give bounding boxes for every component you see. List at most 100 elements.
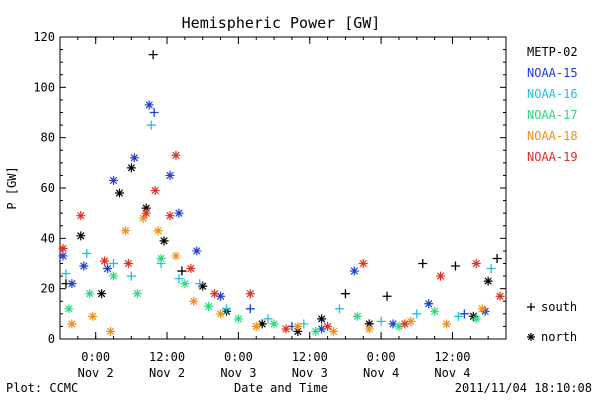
noaa-15-point (174, 208, 184, 218)
metp-02-point (382, 291, 392, 301)
noaa-18-point (329, 326, 339, 336)
x-tick-time: 12:00 (149, 350, 185, 364)
noaa-17-point (471, 314, 481, 324)
noaa-15-point (149, 108, 159, 117)
noaa-15-point (424, 299, 434, 309)
metp-02-point (450, 261, 460, 271)
legend-noaa-17: NOAA-17 (527, 108, 578, 122)
metp-02-point (418, 259, 428, 268)
noaa-18-point (293, 321, 303, 331)
metp-02-point (141, 203, 151, 213)
data-points (58, 50, 505, 336)
noaa-18-point (67, 319, 77, 329)
metp-02-point (177, 266, 187, 276)
noaa-15-point (144, 100, 154, 110)
noaa-17-point (85, 289, 95, 299)
legend-noaa-16: NOAA-16 (527, 87, 578, 101)
noaa-17-point (430, 306, 440, 316)
noaa-16-point (453, 311, 463, 321)
noaa-16-point (146, 120, 156, 130)
metp-02-point (293, 326, 303, 336)
x-tick-time: 0:00 (224, 350, 253, 364)
metp-02-point (317, 314, 327, 324)
noaa-18-point (442, 319, 452, 329)
x-tick-date: Nov 4 (434, 366, 470, 380)
noaa-18-point (120, 226, 130, 236)
plot-credit: Plot: CCMC (6, 381, 78, 395)
noaa-16-point (61, 269, 71, 279)
metp-02-point (257, 319, 267, 329)
x-tick-time: 12:00 (434, 350, 470, 364)
chart-title: Hemispheric Power [GW] (182, 14, 381, 32)
metp-02-point (97, 289, 107, 299)
marker-key-plus-icon (527, 303, 535, 311)
noaa-16-point (109, 259, 119, 268)
noaa-19-point (245, 289, 255, 299)
metp-02-point (483, 276, 493, 286)
noaa-17-point (311, 326, 321, 336)
x-tick-date: Nov 3 (292, 366, 328, 380)
noaa-15-point (79, 261, 89, 271)
metp-02-point (76, 231, 86, 241)
y-axis-ticks: 0 20 40 60 80 100 120 (33, 30, 506, 346)
marker-key-label-north: north (541, 330, 577, 344)
noaa-18-point (153, 226, 163, 236)
x-axis-ticks: 0:00 Nov 2 12:00 Nov 2 0:00 Nov 3 12:00 Nov 3 0:… (59, 37, 507, 380)
y-axis-label: P [GW] (5, 166, 19, 209)
legend-metp-02: METP-02 (527, 45, 578, 59)
noaa-17-point (132, 289, 142, 299)
noaa-17-point (156, 253, 166, 263)
plot-timestamp: 2011/11/04 18:10:08 (455, 381, 592, 395)
noaa-18-point (106, 326, 116, 336)
noaa-19-point (150, 186, 160, 196)
noaa-15-point (317, 324, 327, 334)
noaa-15-point (245, 304, 255, 314)
noaa-16-point (412, 309, 422, 319)
noaa-17-point (352, 311, 362, 321)
noaa-19-point (471, 259, 481, 268)
y-tick-label: 120 (33, 30, 55, 44)
noaa-16-point (126, 271, 136, 281)
noaa-19-point (358, 259, 368, 268)
legend-noaa-18: NOAA-18 (527, 129, 578, 143)
y-tick-label: 60 (41, 181, 55, 195)
noaa-18-point (477, 304, 487, 314)
noaa-15-point (109, 175, 119, 185)
noaa-15-point (129, 153, 139, 163)
noaa-16-point (195, 279, 205, 289)
noaa-18-point (216, 309, 226, 319)
noaa-16-point (222, 304, 232, 314)
metp-02-point (198, 281, 208, 291)
noaa-19-point (100, 256, 110, 266)
noaa-19-point (165, 211, 175, 221)
y-tick-label: 100 (33, 80, 55, 94)
noaa-18-point (251, 321, 261, 331)
noaa-15-point (459, 309, 469, 319)
noaa-17-point (394, 321, 404, 331)
noaa-15-point (58, 251, 68, 261)
x-tick-date: Nov 2 (78, 366, 114, 380)
noaa-19-point (281, 324, 291, 334)
metp-02-point (364, 319, 374, 329)
x-axis-label: Date and Time (234, 381, 328, 395)
y-tick-label: 80 (41, 131, 55, 145)
y-tick-label: 0 (48, 332, 55, 346)
noaa-19-point (186, 264, 196, 274)
noaa-15-point (67, 279, 77, 289)
noaa-17-point (233, 314, 243, 324)
noaa-16-point (334, 304, 344, 314)
noaa-16-point (486, 264, 496, 274)
x-tick-time: 12:00 (292, 350, 328, 364)
marker-key-star-icon (527, 333, 535, 341)
noaa-19-point (58, 243, 68, 253)
noaa-16-point (263, 314, 273, 324)
noaa-19-point (436, 271, 446, 281)
noaa-19-point (323, 321, 333, 331)
noaa-18-point (171, 251, 181, 261)
noaa-17-point (204, 301, 214, 311)
noaa-18-point (189, 296, 199, 306)
metp-02-point (159, 236, 169, 246)
noaa-19-point (141, 208, 151, 218)
x-tick-date: Nov 4 (363, 366, 399, 380)
noaa-15-point (216, 291, 226, 301)
